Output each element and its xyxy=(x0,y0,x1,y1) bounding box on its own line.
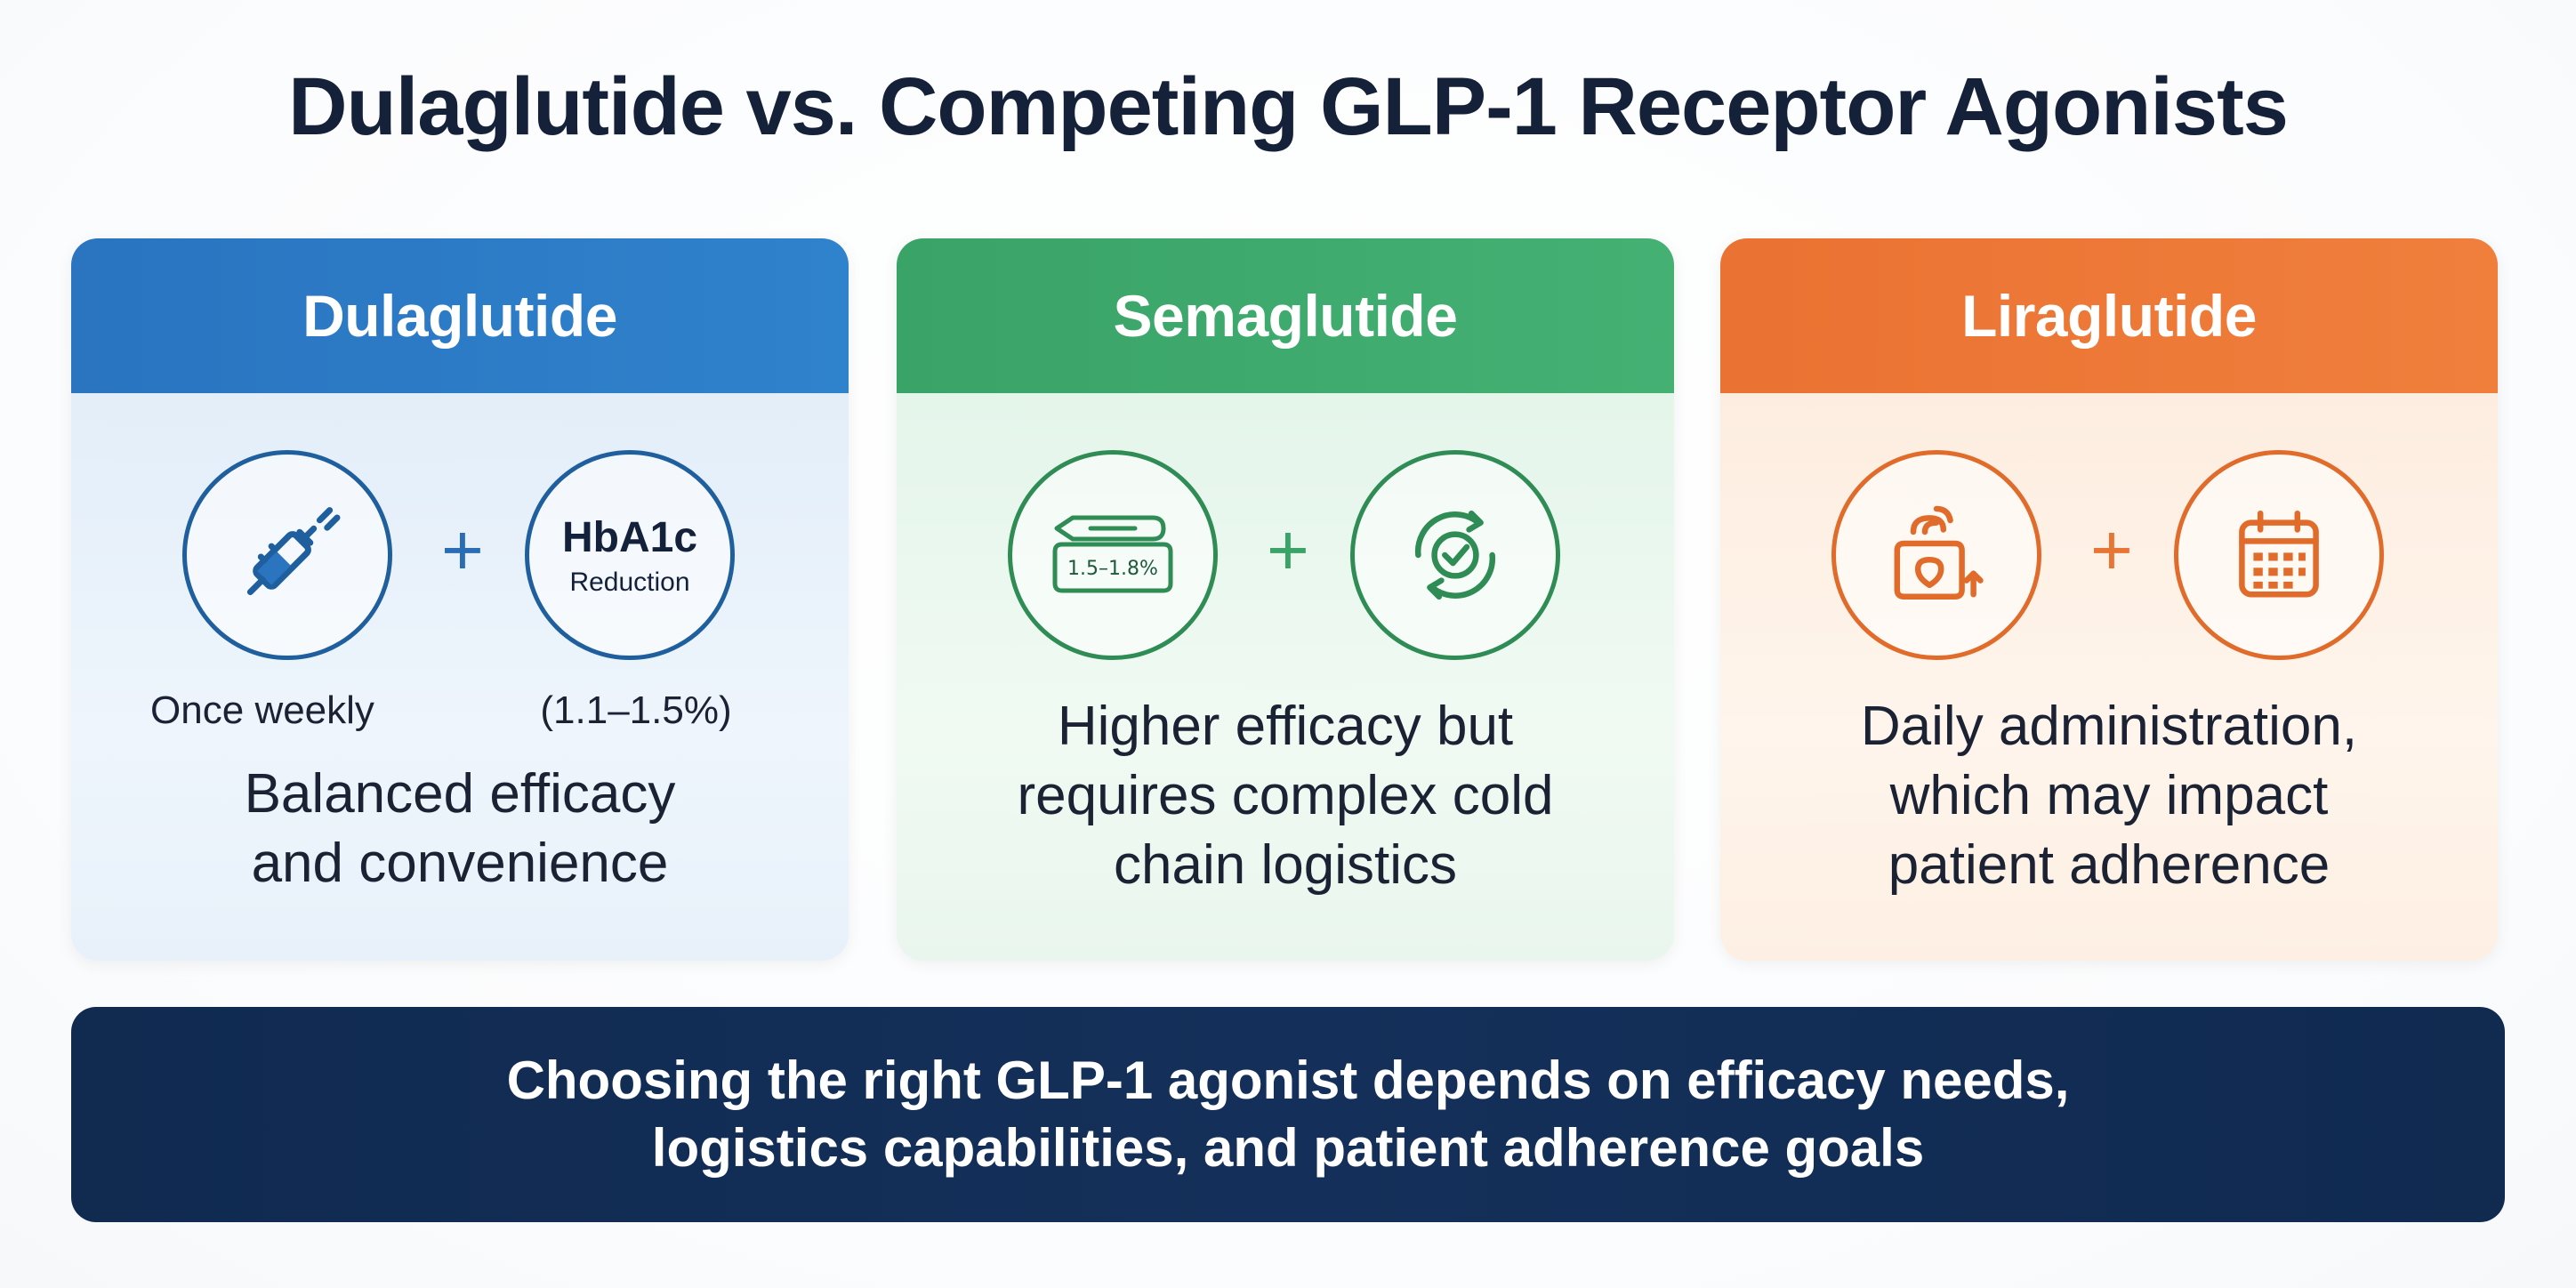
desc-line: and convenience xyxy=(251,833,669,894)
card-semaglutide: Semaglutide 1.5–1.8% + xyxy=(897,238,1674,961)
card-body: 1.5–1.8% + Higher efficacy but requires … xyxy=(897,393,1674,961)
card-dulaglutide: Dulaglutide + xyxy=(71,238,849,961)
caption-range: (1.1–1.5%) xyxy=(540,688,732,732)
card-body: + Daily administration, which may impact xyxy=(1720,393,2498,961)
caption-frequency: Once weekly xyxy=(150,688,374,732)
desc-line: requires complex cold xyxy=(1017,765,1554,826)
desc-line: Higher efficacy but xyxy=(1057,696,1514,757)
plus-icon: + xyxy=(441,510,484,591)
card-header: Semaglutide xyxy=(897,238,1674,393)
plus-icon: + xyxy=(1267,510,1309,591)
calendar-icon xyxy=(2174,450,2384,660)
desc-line: Balanced efficacy xyxy=(244,763,676,825)
cycle-check-icon xyxy=(1350,450,1560,660)
syringe-icon xyxy=(182,450,392,660)
dose-label: 1.5–1.8% xyxy=(1067,558,1158,580)
desc-line: patient adherence xyxy=(1888,834,2330,896)
badge-main: HbA1c xyxy=(561,513,698,561)
desc-line: chain logistics xyxy=(1114,834,1457,896)
card-description: Balanced efficacy and convenience xyxy=(98,760,822,898)
daily-package-icon xyxy=(1831,450,2041,660)
plus-icon: + xyxy=(2090,510,2133,591)
card-header: Liraglutide xyxy=(1720,238,2498,393)
card-liraglutide: Liraglutide + xyxy=(1720,238,2498,961)
banner-line: Choosing the right GLP-1 agonist depends… xyxy=(506,1051,2070,1110)
desc-line: Daily administration, xyxy=(1860,696,2358,757)
hba1c-badge: HbA1c Reduction xyxy=(525,450,735,660)
card-description: Daily administration, which may impact p… xyxy=(1747,692,2471,900)
summary-banner: Choosing the right GLP-1 agonist depends… xyxy=(71,1007,2505,1222)
card-body: + HbA1c Reduction Once weekly (1.1–1.5%)… xyxy=(71,393,849,961)
desc-line: which may impact xyxy=(1889,765,2329,826)
pen-injector-icon: 1.5–1.8% xyxy=(1008,450,1218,660)
card-header: Dulaglutide xyxy=(71,238,849,393)
banner-line: logistics capabilities, and patient adhe… xyxy=(651,1118,1925,1178)
page-title: Dulaglutide vs. Competing GLP-1 Receptor… xyxy=(288,61,2289,152)
badge-sub: Reduction xyxy=(569,567,690,597)
card-description: Higher efficacy but requires complex col… xyxy=(923,692,1647,900)
